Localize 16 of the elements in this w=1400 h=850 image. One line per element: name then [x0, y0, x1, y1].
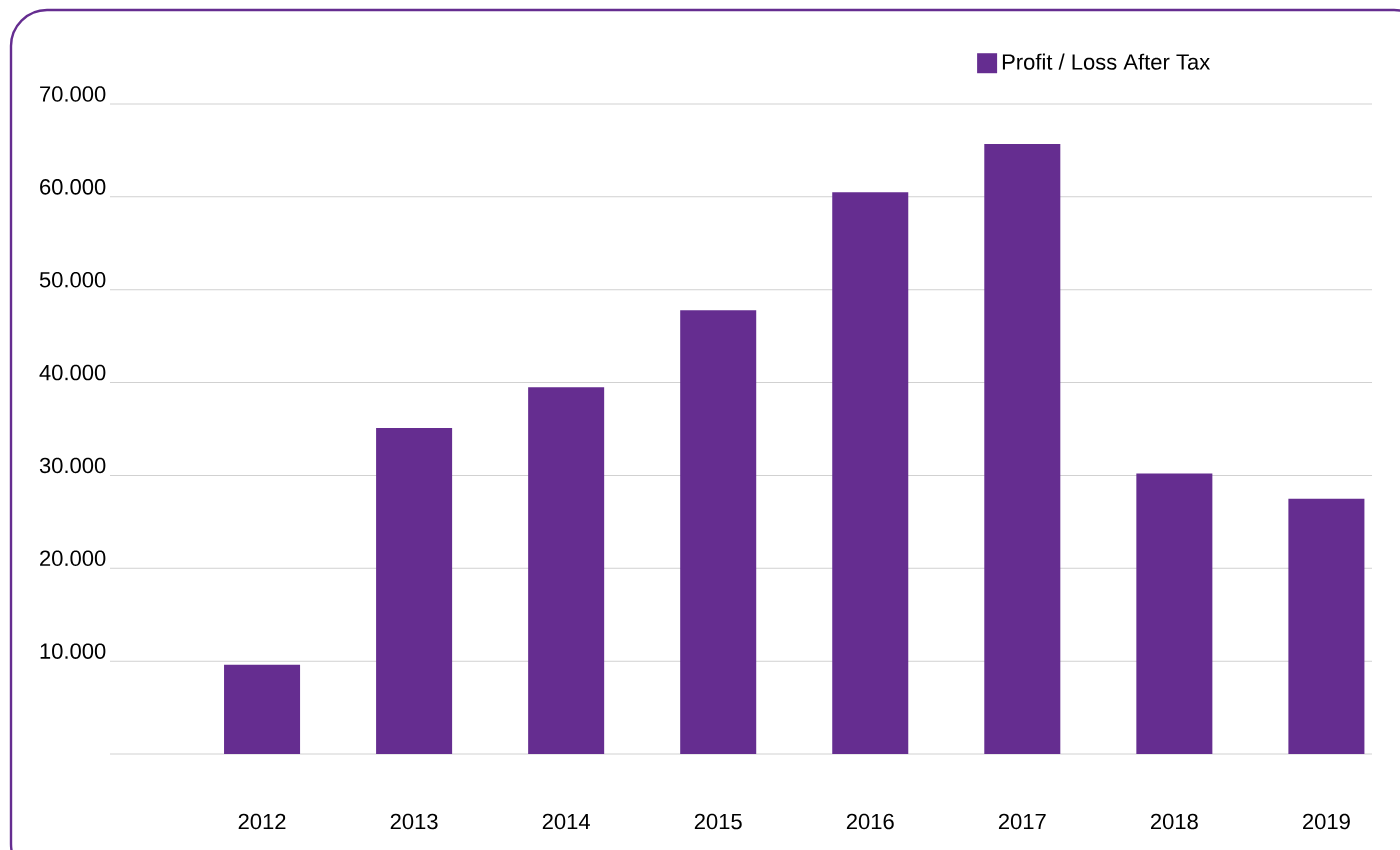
x-tick-label: 2014 — [542, 813, 590, 830]
y-tick-label: 50.000 — [39, 271, 106, 288]
y-tick-label: 70.000 — [40, 86, 106, 102]
y-tick-label: 20.000 — [40, 550, 106, 567]
y-tick-label: 60.000 — [40, 179, 106, 195]
x-tick-label: 2016 — [846, 813, 894, 830]
y-tick-label: 40.000 — [39, 364, 106, 381]
x-tick-label: 2015 — [694, 813, 742, 830]
x-tick-label: 2017 — [998, 813, 1046, 830]
legend-label: Profit / Loss After Tax — [1002, 53, 1210, 70]
x-tick-label: 2013 — [390, 813, 438, 830]
x-tick-label: 2012 — [238, 813, 286, 830]
y-tick-label: 10.000 — [40, 643, 106, 659]
x-tick-label: 2019 — [1303, 813, 1350, 830]
x-tick-label: 2018 — [1150, 813, 1198, 830]
y-tick-label: 30.000 — [39, 457, 106, 474]
